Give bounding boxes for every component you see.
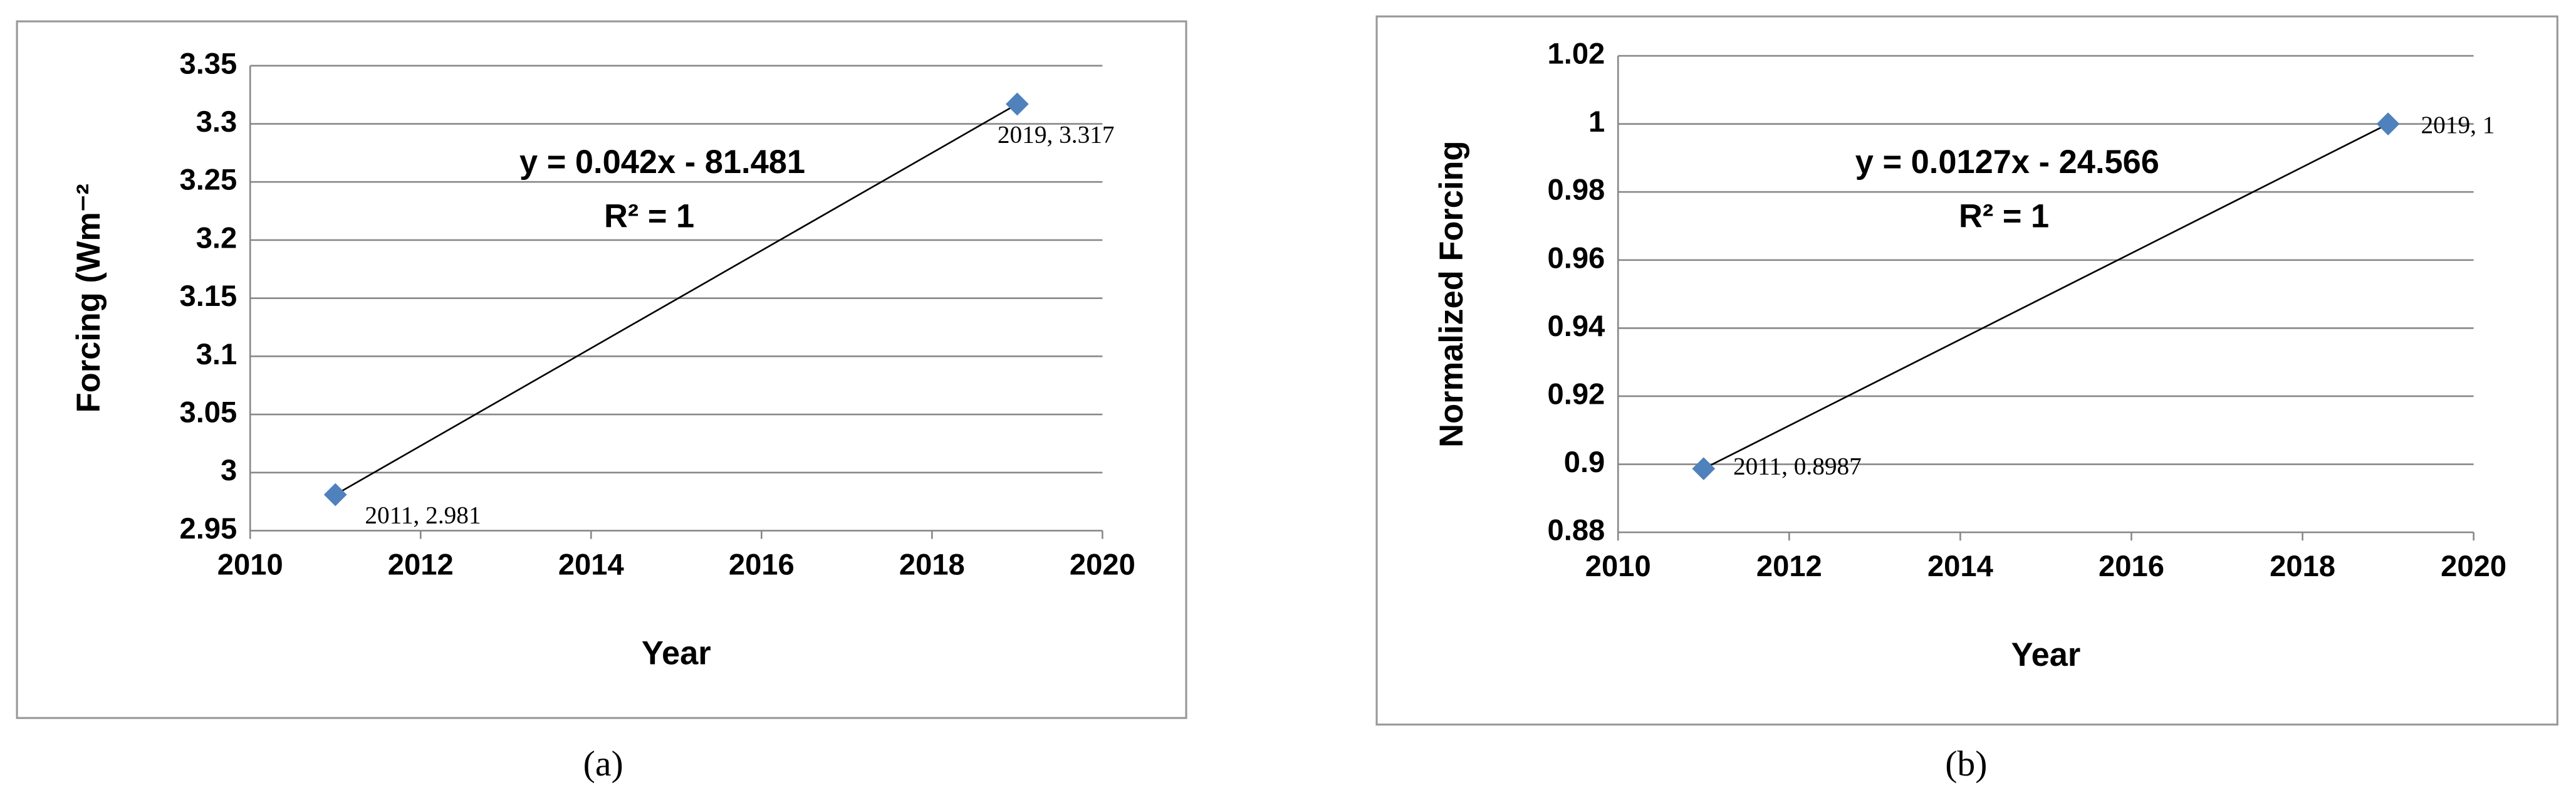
x-axis-title: Year — [642, 635, 711, 671]
y-tick-label: 3.3 — [196, 105, 237, 138]
data-point — [1006, 92, 1029, 116]
y-tick-label: 3.25 — [179, 163, 237, 196]
x-tick-label: 2020 — [1070, 548, 1135, 581]
trend-equation: y = 0.042x - 81.481 — [519, 144, 805, 181]
caption: (b) — [1945, 744, 1987, 784]
x-tick-label: 2020 — [2441, 549, 2506, 582]
y-tick-label: 2.95 — [179, 512, 237, 545]
y-tick-label: 3.2 — [196, 221, 237, 254]
x-tick-label: 2014 — [1927, 549, 1993, 582]
x-tick-label: 2012 — [388, 548, 454, 581]
y-tick-label: 3.05 — [179, 396, 237, 429]
caption: (a) — [583, 744, 623, 784]
x-tick-label: 2018 — [2270, 549, 2335, 582]
y-tick-label: 1 — [1588, 105, 1605, 138]
trendline — [335, 103, 1018, 496]
x-tick-label: 2010 — [1585, 549, 1651, 582]
data-label: 2011, 0.8987 — [1733, 453, 1862, 480]
y-axis-title: Forcing (Wm⁻² — [71, 184, 107, 413]
x-tick-label: 2012 — [1756, 549, 1822, 582]
y-tick-label: 3.15 — [179, 279, 237, 312]
x-tick-label: 2010 — [217, 548, 283, 581]
y-axis-title: Normalized Forcing — [1434, 141, 1470, 448]
r-squared: R² = 1 — [604, 198, 694, 234]
y-tick-label: 1.02 — [1548, 37, 1605, 70]
y-tick-label: 0.94 — [1548, 309, 1605, 342]
data-label: 2019, 1 — [2421, 111, 2495, 139]
y-tick-label: 0.96 — [1548, 241, 1605, 274]
data-point — [1692, 457, 1716, 480]
data-label: 2019, 3.317 — [998, 120, 1115, 148]
x-axis-title: Year — [2011, 637, 2081, 673]
x-tick-label: 2018 — [899, 548, 965, 581]
data-point — [2376, 112, 2400, 136]
chart-frame — [16, 20, 1187, 719]
chart-frame — [1375, 15, 2558, 726]
y-tick-label: 3.1 — [196, 337, 237, 371]
r-squared: R² = 1 — [1959, 198, 2049, 234]
x-tick-label: 2016 — [2099, 549, 2164, 582]
data-point — [323, 483, 347, 507]
trend-equation: y = 0.0127x - 24.566 — [1855, 144, 2159, 181]
y-tick-label: 3 — [221, 453, 237, 487]
y-tick-label: 0.9 — [1564, 445, 1605, 478]
y-tick-label: 3.35 — [179, 46, 237, 80]
x-tick-label: 2016 — [729, 548, 795, 581]
y-tick-label: 0.92 — [1548, 377, 1605, 410]
x-tick-label: 2014 — [558, 548, 624, 581]
y-tick-label: 0.88 — [1548, 513, 1605, 547]
trendline — [1703, 123, 2389, 470]
y-tick-label: 0.98 — [1548, 173, 1605, 206]
data-label: 2011, 2.981 — [365, 502, 481, 529]
